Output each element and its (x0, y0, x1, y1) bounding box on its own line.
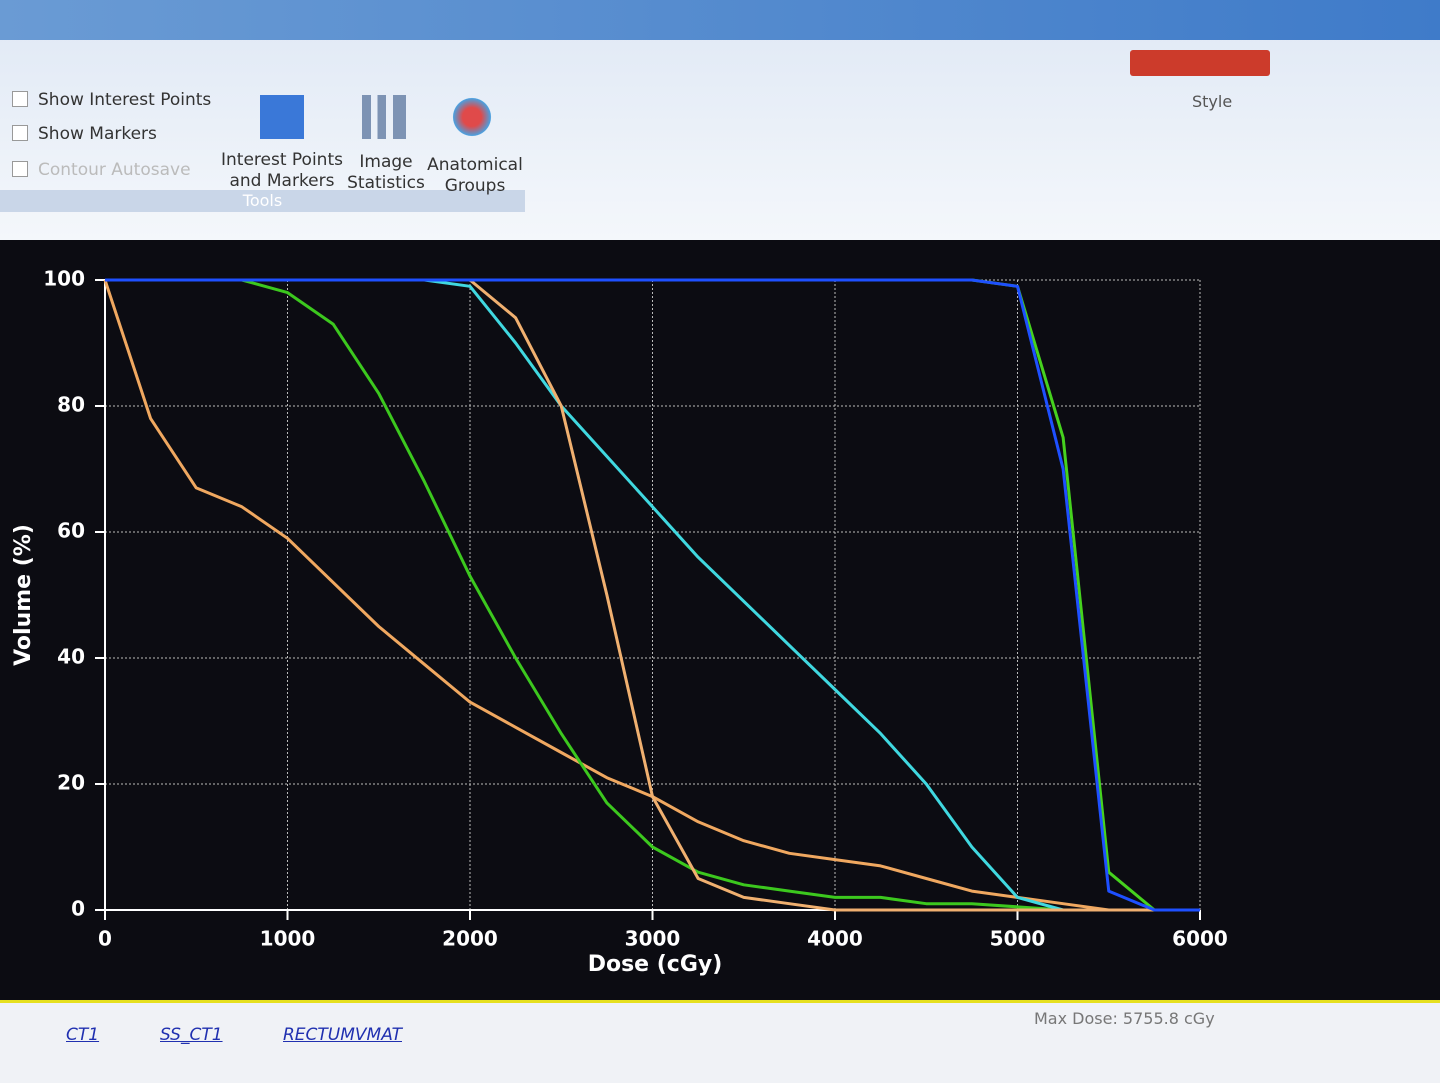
y-tick-label: 0 (71, 897, 85, 921)
dvh-curve (105, 278, 1200, 912)
checkbox-label: Show Interest Points (38, 90, 212, 110)
window-controls[interactable] (1130, 50, 1270, 76)
ribbon-button[interactable]: Anatomical Groups (427, 155, 523, 196)
y-tick-label: 60 (57, 519, 85, 543)
x-tick-label: 5000 (990, 927, 1046, 951)
x-tick-label: 0 (98, 927, 112, 951)
ribbon: Show Interest Points Show Markers Contou… (0, 0, 1440, 240)
max-dose: Max Dose: 5755.8 cGy (1034, 1009, 1215, 1028)
checkbox[interactable]: Show Markers (12, 124, 157, 144)
checkbox[interactable]: Contour Autosave (12, 160, 191, 180)
title-bar (0, 0, 1440, 40)
x-tick-label: 3000 (625, 927, 681, 951)
y-tick-label: 40 (57, 645, 85, 669)
y-tick-label: 80 (57, 393, 85, 417)
checkbox-label: Show Markers (38, 124, 157, 144)
y-tick-label: 20 (57, 771, 85, 795)
dvh-curve (105, 278, 1200, 912)
ribbon-button[interactable]: Image Statistics (347, 152, 425, 193)
ribbon-button[interactable]: Interest Points and Markers (221, 150, 343, 191)
checkbox[interactable]: Show Interest Points (12, 90, 211, 110)
y-axis-label: Volume (%) (11, 524, 36, 666)
y-tick-label: 100 (43, 267, 85, 291)
status-bar: CT1 SS_CT1 RECTUMVMAT Max Dose: 5755.8 c… (0, 1000, 1440, 1083)
tab[interactable]: RECTUMVMAT (283, 1025, 402, 1045)
x-tick-label: 2000 (442, 927, 498, 951)
x-tick-label: 1000 (260, 927, 316, 951)
x-axis-label: Dose (cGy) (588, 952, 723, 977)
group-label: Tools (0, 190, 525, 212)
tab[interactable]: CT1 (66, 1025, 100, 1045)
icon (260, 95, 304, 139)
style-menu[interactable]: Style (1192, 92, 1233, 111)
x-tick-label: 6000 (1172, 927, 1228, 951)
x-tick-label: 4000 (807, 927, 863, 951)
icon (450, 95, 494, 139)
tab[interactable]: SS_CT1 (160, 1025, 223, 1045)
icon (362, 95, 406, 139)
checkbox-label: Contour Autosave (38, 160, 191, 180)
